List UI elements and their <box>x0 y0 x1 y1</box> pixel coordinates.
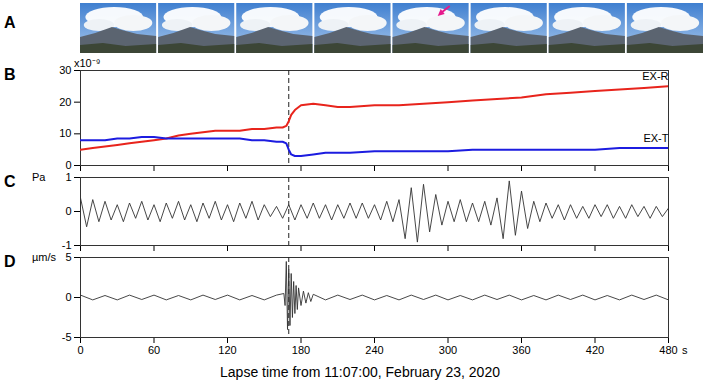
svg-text:30: 30 <box>59 64 71 76</box>
svg-text:-1: -1 <box>62 239 72 251</box>
svg-text:20: 20 <box>59 96 71 108</box>
html-text:µm/s: µm/s <box>32 251 57 263</box>
svg-text:300: 300 <box>439 344 457 356</box>
html-text:x10⁻⁹: x10⁻⁹ <box>74 57 101 69</box>
svg-text:0: 0 <box>65 159 71 171</box>
svg-text:0: 0 <box>77 344 83 356</box>
html-text:B: B <box>4 66 16 83</box>
svg-text:10: 10 <box>59 127 71 139</box>
svg-text:360: 360 <box>512 344 530 356</box>
svg-text:420: 420 <box>586 344 604 356</box>
html-text:Pa: Pa <box>32 171 46 183</box>
svg-text:EX-R: EX-R <box>642 70 668 82</box>
html-text:A: A <box>4 14 16 31</box>
svg-text:-5: -5 <box>62 331 72 343</box>
svg-text:180: 180 <box>292 344 310 356</box>
html-text:Lapse time from 11:07:00, Febr: Lapse time from 11:07:00, February 23, 2… <box>220 364 500 380</box>
svg-text:60: 60 <box>148 344 160 356</box>
svg-text:1: 1 <box>65 171 71 183</box>
html-text:s: s <box>682 344 688 356</box>
html-text:D: D <box>4 253 16 270</box>
svg-text:0: 0 <box>65 205 71 217</box>
svg-text:0: 0 <box>65 291 71 303</box>
svg-text:5: 5 <box>65 251 71 263</box>
html-text:C: C <box>4 173 16 190</box>
svg-text:240: 240 <box>365 344 383 356</box>
svg-text:EX-T: EX-T <box>643 132 668 144</box>
svg-text:120: 120 <box>218 344 236 356</box>
svg-text:480: 480 <box>659 344 677 356</box>
